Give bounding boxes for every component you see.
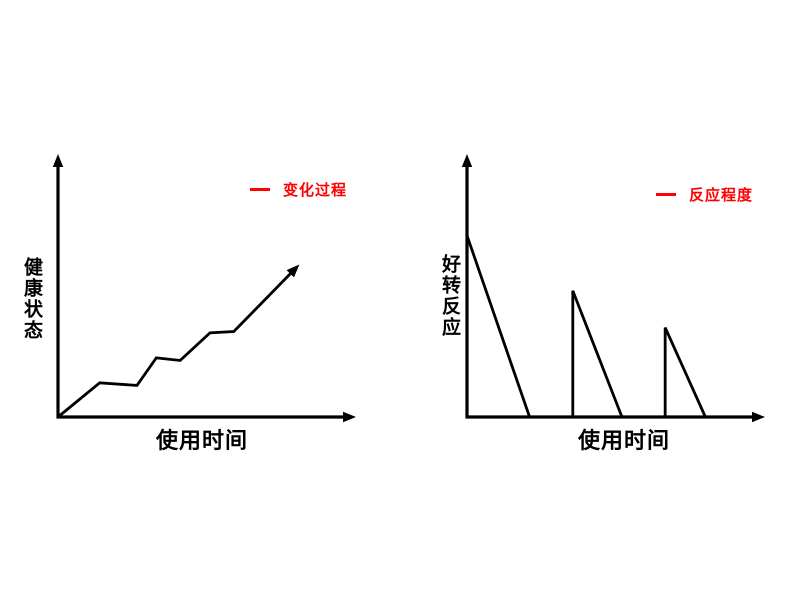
legend-line-swatch [250, 187, 270, 191]
right-chart-legend: 反应程度 [656, 186, 754, 204]
left-chart-y-axis-label: 健康状态 [21, 257, 42, 341]
left-chart-legend: 变化过程 [250, 181, 348, 199]
legend-label: 反应程度 [689, 186, 754, 204]
legend-label: 变化过程 [283, 181, 348, 199]
right-chart-x-axis-label: 使用时间 [578, 428, 671, 453]
right-chart-y-axis-label: 好转反应 [439, 254, 460, 338]
legend-line-swatch [656, 192, 676, 196]
left-chart-x-axis-label: 使用时间 [156, 428, 249, 453]
